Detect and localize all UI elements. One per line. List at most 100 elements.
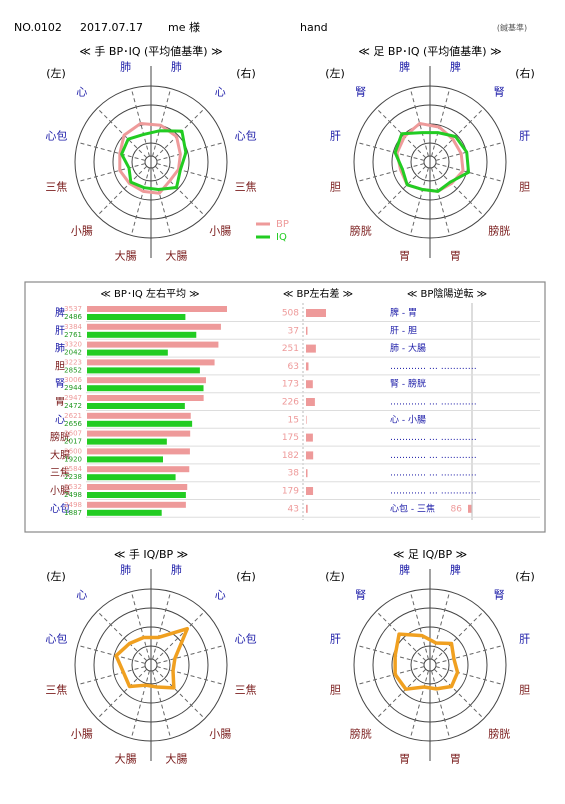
spoke-label: 脾 xyxy=(399,562,410,576)
bp-value: 3384 xyxy=(64,323,82,331)
row-name: 肝 xyxy=(55,325,65,337)
row-name: 三焦 xyxy=(50,466,70,479)
spoke-label: 肺 xyxy=(120,563,131,576)
reversal-text: 肝 - 胆 xyxy=(390,325,417,336)
bp-bar xyxy=(87,306,227,312)
spoke-label: 大腸 xyxy=(165,249,187,263)
iq-bar xyxy=(87,456,163,463)
bp-value: 3537 xyxy=(64,305,82,313)
spoke-label: 肝 xyxy=(330,633,341,646)
spoke-label: 膀胱 xyxy=(350,223,372,237)
diff-value: 43 xyxy=(288,504,299,514)
bp-bar xyxy=(87,448,190,455)
diff-value: 173 xyxy=(282,380,299,390)
iq-bar xyxy=(87,492,186,498)
bp-value: 2607 xyxy=(64,430,82,438)
reversal-value: 86 xyxy=(451,504,463,514)
spoke xyxy=(77,666,146,686)
spoke xyxy=(77,163,146,183)
row-name: 腎 xyxy=(55,378,65,390)
spoke-label: 胃 xyxy=(399,250,410,263)
row-name: 小腸 xyxy=(50,485,70,497)
bp-bar xyxy=(87,501,186,508)
reversal-text: 脾 - 胃 xyxy=(390,307,417,319)
spoke xyxy=(152,88,172,157)
bp-bar xyxy=(87,323,221,330)
average-title: ≪ BP･IQ 左右平均 ≫ xyxy=(100,287,199,300)
bp-bar xyxy=(87,341,219,348)
diff-bar xyxy=(306,380,313,389)
spoke-label: 胆 xyxy=(519,180,530,193)
right-label: (右) xyxy=(515,66,535,80)
bp-bar xyxy=(87,359,215,366)
right-label: (右) xyxy=(236,66,256,80)
bp-bar xyxy=(87,430,191,437)
spoke-label: 胆 xyxy=(330,180,341,193)
reversal-text: ………… … ………… xyxy=(390,362,477,372)
reversal-title: ≪ BP陰陽逆転 ≫ xyxy=(407,287,487,300)
spoke-label: 心 xyxy=(76,86,87,99)
iq-value: 2486 xyxy=(64,313,82,321)
mode: hand xyxy=(300,21,328,34)
diff-value: 182 xyxy=(282,451,299,461)
date: 2017.07.17 xyxy=(80,21,143,34)
diff-value: 508 xyxy=(282,309,299,319)
iq-value: 2944 xyxy=(64,384,82,392)
chart-title: ≪ 足 BP･IQ (平均値基準) ≫ xyxy=(358,44,501,58)
spoke xyxy=(154,610,206,662)
spoke xyxy=(375,165,427,217)
spoke-label: 三焦 xyxy=(235,180,257,193)
diff-bar xyxy=(306,362,309,371)
left-label: (左) xyxy=(46,67,66,80)
radar-line xyxy=(393,131,471,193)
iq-bar xyxy=(87,385,204,392)
spoke xyxy=(433,165,485,217)
diff-bar xyxy=(306,487,314,495)
diff-value: 226 xyxy=(282,398,299,408)
spoke-label: 胃 xyxy=(399,753,410,766)
spoke xyxy=(154,107,206,159)
iq-bar xyxy=(87,420,193,427)
bp-bar xyxy=(87,395,204,401)
spoke-label: 肺 xyxy=(171,563,182,576)
iq-value: 2472 xyxy=(64,402,82,410)
patient-name: me 様 xyxy=(168,20,200,34)
diff-bar xyxy=(306,415,307,424)
diff-bar xyxy=(306,309,326,317)
diff-bar xyxy=(306,326,308,335)
reversal-text: ………… … ………… xyxy=(390,451,477,461)
spoke xyxy=(96,668,148,720)
row-name: 胆 xyxy=(55,360,65,372)
reversal-text: ………… … ………… xyxy=(390,469,477,479)
spoke xyxy=(431,88,451,157)
spoke xyxy=(356,644,425,664)
diff-value: 251 xyxy=(282,344,299,354)
spoke-label: 心 xyxy=(215,589,226,602)
spoke xyxy=(431,591,451,660)
reversal-text: 肺 - 大腸 xyxy=(390,342,426,354)
spoke-label: 三焦 xyxy=(45,180,67,193)
iq-bar xyxy=(87,474,176,481)
chart-title: ≪ 手 BP･IQ (平均値基準) ≫ xyxy=(79,44,222,58)
spoke xyxy=(154,668,206,720)
left-label: (左) xyxy=(325,570,345,583)
diff-bar xyxy=(306,398,315,406)
spoke-label: 心包 xyxy=(45,633,67,646)
spoke xyxy=(433,107,485,159)
spoke-label: 心 xyxy=(215,86,226,99)
spoke-label: 腎 xyxy=(494,86,505,99)
bp-value: 2498 xyxy=(64,501,82,509)
right-label: (右) xyxy=(515,569,535,583)
spoke-label: 大腸 xyxy=(165,752,187,766)
spoke-label: 脾 xyxy=(399,59,410,73)
spoke xyxy=(375,668,427,720)
spoke xyxy=(152,591,172,660)
spoke xyxy=(435,141,504,161)
spoke-label: 小腸 xyxy=(209,224,231,237)
iq-value: 1920 xyxy=(64,455,82,463)
spoke xyxy=(96,610,148,662)
spoke xyxy=(130,167,150,236)
spoke xyxy=(156,666,225,686)
spoke-label: 肝 xyxy=(519,130,530,143)
